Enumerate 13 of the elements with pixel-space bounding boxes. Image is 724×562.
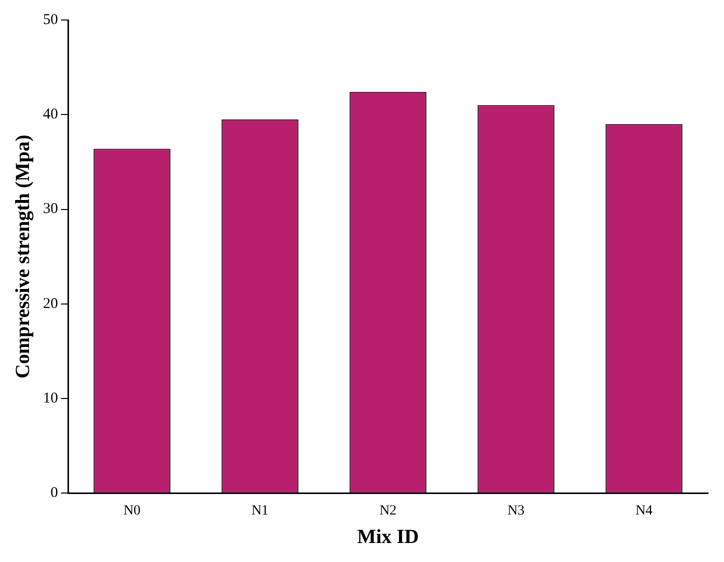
x-tick-label: N2 [379, 503, 397, 518]
y-axis-title: Compressive strength (Mpa) [12, 134, 34, 378]
x-tick-label: N4 [635, 503, 653, 518]
y-tick-label: 10 [43, 390, 58, 406]
y-tick-label: 20 [43, 296, 58, 312]
x-tick-label: N3 [507, 503, 525, 518]
y-tick-label: 0 [50, 485, 58, 502]
x-axis-title: Mix ID [357, 526, 419, 548]
x-tick-label: N0 [123, 503, 141, 518]
x-tick-label: N1 [251, 503, 269, 518]
y-tick-label: 30 [43, 201, 58, 218]
y-tick-label: 50 [43, 12, 58, 28]
y-tick-label: 40 [43, 106, 58, 123]
